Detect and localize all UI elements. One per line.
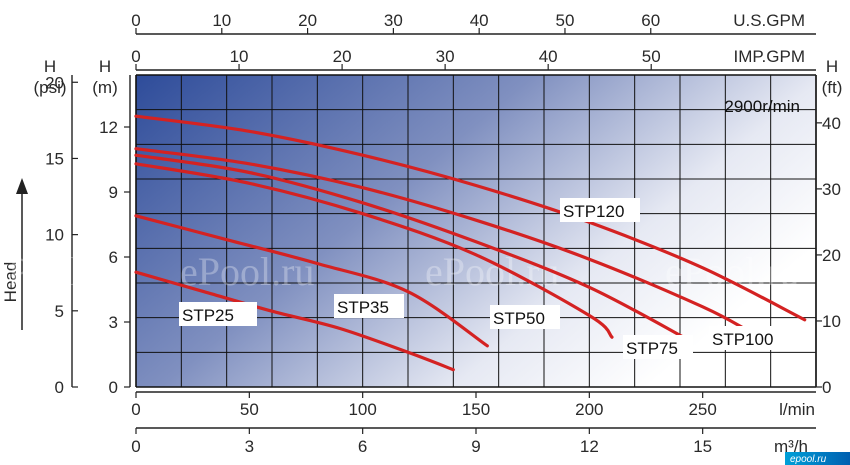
curve-label-box [179, 302, 257, 326]
speed-label: 2900r/min [724, 97, 800, 116]
axis-m3h-tick-label: 6 [358, 437, 367, 456]
axis-psi-tick-label: 5 [55, 302, 64, 321]
axis-ft-tick-label: 40 [822, 114, 841, 133]
axis-ft-tick-label: 0 [822, 378, 831, 397]
axis-usgpm-tick-label: 30 [384, 11, 403, 30]
axis-psi-tick-label: 0 [55, 378, 64, 397]
site-text: epool.ru [790, 454, 827, 465]
axis-impgpm-tick-label: 50 [642, 47, 661, 66]
axis-m-tick-label: 6 [109, 248, 118, 267]
curve-label-box [334, 294, 404, 318]
axis-psi-unit: (psi) [33, 78, 66, 97]
axis-ft-tick-label: 30 [822, 180, 841, 199]
curve-label-box [560, 198, 640, 222]
axis-m3h-tick-label: 0 [131, 437, 140, 456]
pump-curves [134, 114, 807, 372]
axis-usgpm-tick-label: 20 [298, 11, 317, 30]
curve-label-stp120: STP120 [563, 202, 624, 221]
axis-ft-tick-label: 10 [822, 312, 841, 331]
curve-stp100 [134, 147, 750, 333]
site-badge [785, 452, 850, 465]
curve-labels: STP25 STP35 STP50 STP75 STP100 STP120 [179, 198, 789, 359]
axis-m3h-unit: m³/h [774, 437, 808, 456]
curve-stp120 [134, 114, 807, 322]
axis-m-head: H [99, 57, 111, 76]
axis-usgpm-unit: U.S.GPM [733, 11, 805, 30]
axis-m3h-tick-label: 15 [693, 437, 712, 456]
axis-psi-tick-label: 20 [45, 73, 64, 92]
axis-psi-head: H [44, 57, 56, 76]
curve-stp50 [134, 162, 614, 339]
axis-lmin-tick-label: 0 [131, 400, 140, 419]
axis-ft-head: H [826, 57, 838, 76]
axis-usgpm-tick-label: 40 [470, 11, 489, 30]
curve-label-box [709, 326, 789, 350]
axis-m-tick-label: 12 [99, 118, 118, 137]
axis-ft-tick-label: 20 [822, 246, 841, 265]
curve-stp35 [134, 214, 489, 348]
axis-m-tick-label: 9 [109, 183, 118, 202]
curve-stp25 [134, 270, 455, 372]
axis-lmin-tick-label: 200 [575, 400, 603, 419]
axis-m-tick-label: 3 [109, 313, 118, 332]
axis-m3h-tick-label: 3 [245, 437, 254, 456]
curve-label-box [490, 305, 560, 329]
watermark-text: ePool.ru [0, 249, 124, 294]
axis-ft-unit: (ft) [822, 78, 843, 97]
axis-m-unit: (m) [92, 78, 117, 97]
curve-label-stp75: STP75 [626, 339, 678, 358]
curve-label-box [623, 335, 693, 359]
axis-lmin-tick-label: 150 [462, 400, 490, 419]
axis-m3h-tick-label: 12 [580, 437, 599, 456]
watermark-text: ePool.ru [665, 249, 799, 294]
axis-impgpm-tick-label: 20 [333, 47, 352, 66]
axis-m-tick-label: 0 [109, 378, 118, 397]
curve-label-stp25: STP25 [182, 306, 234, 325]
curve-label-stp35: STP35 [337, 298, 389, 317]
curve-label-stp100: STP100 [712, 330, 773, 349]
curve-label-stp50: STP50 [493, 309, 545, 328]
head-label: Head [1, 262, 20, 303]
axis-psi-tick-label: 10 [45, 226, 64, 245]
axis-usgpm-tick-label: 60 [641, 11, 660, 30]
axis-impgpm-unit: IMP.GPM [734, 47, 805, 66]
axis-impgpm-tick-label: 10 [230, 47, 249, 66]
axis-usgpm-tick-label: 10 [212, 11, 231, 30]
axis-lmin-tick-label: 250 [688, 400, 716, 419]
axis-usgpm-tick-label: 50 [556, 11, 575, 30]
axis-impgpm-tick-label: 0 [131, 47, 140, 66]
axis-m3h-tick-label: 9 [471, 437, 480, 456]
plot-background [136, 75, 816, 387]
axis-lmin-unit: l/min [779, 400, 815, 419]
axis-lmin-tick-label: 100 [348, 400, 376, 419]
axis-impgpm-tick-label: 30 [436, 47, 455, 66]
axis-impgpm-tick-label: 40 [539, 47, 558, 66]
axis-psi-tick-label: 15 [45, 149, 64, 168]
axis-lmin-tick-label: 50 [240, 400, 259, 419]
curve-stp75 [134, 153, 693, 344]
axis-usgpm-tick-label: 0 [131, 11, 140, 30]
head-arrow-icon [16, 178, 28, 194]
